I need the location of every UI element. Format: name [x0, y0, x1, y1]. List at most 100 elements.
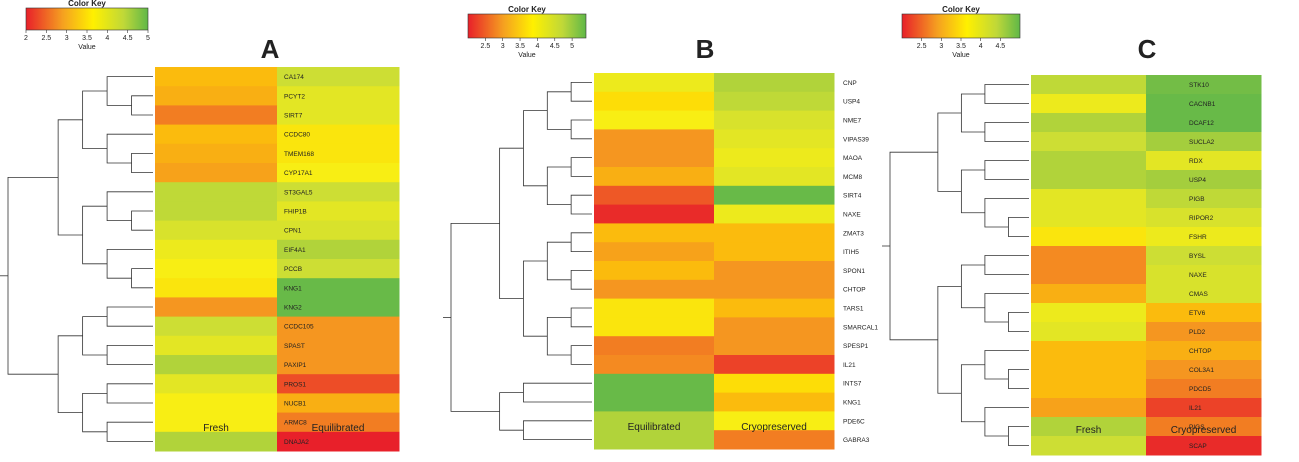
gene-label: SPESP1 [843, 343, 869, 350]
heatmap-cell [155, 163, 278, 183]
dendrogram-branch [499, 392, 524, 431]
heatmap-cell [714, 261, 835, 281]
dendrogram-root [889, 151, 938, 341]
gene-label: SPON1 [843, 268, 865, 275]
heatmap-cell [1146, 246, 1262, 266]
column-label: Fresh [203, 423, 229, 434]
heatmap-cell [155, 124, 278, 145]
heatmap-cell [714, 91, 835, 112]
heatmap-cell [594, 336, 715, 356]
dendrogram-branch [131, 95, 153, 116]
heatmap-cell [277, 86, 400, 106]
heatmap-cell [1031, 379, 1147, 399]
heatmap-cell [594, 73, 715, 93]
heatmap-cell [1031, 227, 1147, 247]
heatmap-cell [594, 91, 715, 112]
row-dendrogram [443, 82, 592, 440]
gene-label: EIF4A1 [284, 247, 306, 254]
dendrogram-branch [960, 264, 985, 309]
dendrogram-branch [984, 198, 1029, 228]
dendrogram-branch [546, 91, 572, 130]
dendrogram-branch [984, 407, 1029, 437]
gene-label: IL21 [843, 362, 856, 369]
heatmap-cell [1031, 322, 1147, 342]
heatmap-cell [1146, 341, 1262, 361]
gene-label: CACNB1 [1189, 101, 1216, 108]
row-dendrogram [882, 84, 1029, 446]
dendrogram-branch [984, 350, 1029, 380]
gene-label: PIGS [1189, 424, 1205, 431]
heatmap-cell [714, 185, 835, 206]
heatmap-cell [714, 223, 835, 243]
gene-label: ZMAT3 [843, 230, 864, 237]
heatmap-cell [1031, 265, 1147, 285]
dendrogram-branch [960, 364, 985, 423]
gene-label: KNG2 [284, 305, 302, 312]
heatmap-cell [1146, 132, 1262, 152]
heatmap-cell [1031, 303, 1147, 323]
gene-label: SPAST [284, 343, 305, 350]
gene-label: BYSL [1189, 253, 1206, 260]
heatmap-cell [277, 124, 400, 145]
heatmap-cell [277, 278, 400, 298]
heatmap-cell [714, 355, 835, 375]
color-key-tick-label: 2.5 [480, 43, 490, 50]
heatmap-cell [1031, 360, 1147, 380]
row-dendrogram [0, 76, 153, 442]
heatmap-cell [714, 73, 835, 93]
dendrogram-branch [523, 110, 548, 187]
dendrogram-branch [523, 382, 592, 403]
color-key-tick-label: 3.5 [956, 43, 966, 50]
dendrogram-branch [546, 166, 572, 205]
dendrogram-branch [106, 76, 153, 106]
dendrogram-branch [570, 194, 592, 215]
dendrogram-branch [499, 147, 524, 299]
color-key-title: Color Key [942, 5, 980, 14]
color-key-tick-label: 4.5 [123, 35, 133, 42]
gene-label: PCCB [284, 266, 302, 273]
heatmap-cell [277, 67, 400, 87]
heatmap-cell [1146, 379, 1262, 399]
heatmap-cell [1031, 170, 1147, 190]
heatmap-cell [155, 239, 278, 260]
heatmap-cell [277, 105, 400, 126]
heatmap-cell [155, 201, 278, 222]
heatmap-cell [155, 182, 278, 202]
heatmap-cell [277, 220, 400, 241]
heatmap-cell [155, 86, 278, 106]
heatmap-cell [277, 374, 400, 394]
heatmap-cell [1146, 113, 1262, 133]
column-label: Cryopreserved [1171, 425, 1237, 436]
color-key-tick-label: 3 [939, 43, 943, 50]
gene-label: PROS1 [284, 381, 306, 388]
gene-label: CMAS [1189, 291, 1208, 298]
heatmap-cell [594, 298, 715, 318]
heatmap-cell [714, 392, 835, 412]
heatmap-cell [594, 129, 715, 149]
gene-label: KNG1 [843, 400, 861, 407]
heatmap-cell [155, 278, 278, 298]
heatmap-cell [155, 431, 278, 452]
dendrogram-branch [960, 169, 985, 214]
color-key-tick-label: 2 [24, 35, 28, 42]
heatmap-cell [155, 393, 278, 414]
heatmap-cell [1031, 94, 1147, 114]
dendrogram-branch [106, 345, 153, 365]
gene-label: COL3A1 [1189, 367, 1214, 374]
heatmap-panel-c: Color Key 2.5 3 3.5 4 4.5 Value C STK10 CACNB1 DCA… [882, 5, 1262, 456]
column-label: Fresh [1076, 425, 1102, 436]
gene-label: RDX [1189, 158, 1203, 165]
color-key-tick-label: 2.5 [41, 35, 51, 42]
heatmap-cell [714, 298, 835, 318]
color-key-tick-label: 4 [535, 43, 539, 50]
heatmap-cell [594, 242, 715, 262]
gene-label: ITIH5 [843, 249, 859, 256]
heatmap-cell [714, 148, 835, 168]
color-key-tick-label: 3.5 [82, 35, 92, 42]
gene-label: DNAJA2 [284, 439, 309, 446]
dendrogram-branch [82, 393, 108, 433]
gene-label: SUCLA2 [1189, 139, 1215, 146]
heatmap-cell [277, 201, 400, 222]
gene-label: MAOA [843, 155, 863, 162]
heatmap-cell [155, 220, 278, 241]
